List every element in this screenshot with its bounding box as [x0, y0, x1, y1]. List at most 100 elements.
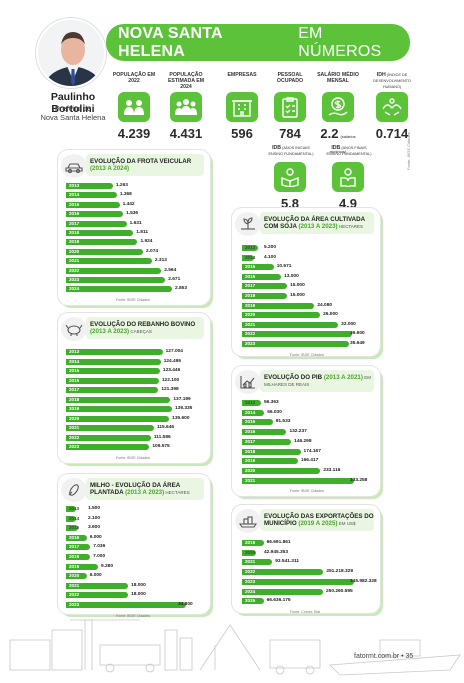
side-source: Fonte: IBGE Cidades	[406, 132, 411, 170]
bar-value-label: 4.100	[264, 254, 277, 260]
bar-category-label: 2023	[69, 277, 80, 282]
book-icon	[332, 162, 364, 192]
bar	[66, 415, 170, 422]
chart-icon	[235, 370, 261, 394]
bar-row: 2013 1.263	[66, 183, 208, 189]
bar	[242, 312, 321, 319]
bar-category-label: 2020	[69, 415, 80, 421]
bar-category-label: 2021	[245, 477, 256, 483]
bar-row: 2014 1.368	[66, 192, 208, 199]
bar-row: 2021 93.541.311	[242, 559, 380, 566]
bar-category-label: 2023	[245, 341, 256, 346]
bar-row: 2023 34.800	[66, 602, 208, 608]
bar-row: 2019 1.924	[66, 239, 208, 246]
mayor-role: Prefeito de Nova Santa Helena	[30, 104, 116, 122]
bar-row: 2013 5.200	[242, 245, 380, 251]
bar-value-label: 122.100	[161, 377, 180, 383]
bar-value-label: 250.260.595	[326, 588, 353, 594]
bar-category-label: 2017	[69, 387, 80, 392]
bar-value-label: 18.000	[131, 592, 146, 598]
bar-category-label: 2023	[245, 578, 256, 584]
bar	[66, 406, 172, 412]
stat-value-4: 2.2 (salários mínimos)	[314, 126, 362, 156]
bar	[242, 569, 324, 576]
bar	[66, 425, 154, 431]
chart-icon	[61, 478, 87, 502]
bar-value-label: 1.500	[88, 506, 101, 511]
bar-category-label: 2013	[69, 183, 80, 188]
bar	[242, 438, 292, 445]
stat-label-text: IDH	[376, 72, 386, 78]
stat-value-5: 0.714	[368, 126, 416, 141]
stat-value-text: 784	[279, 126, 301, 141]
stat-label-text: EMPRESAS	[227, 72, 257, 78]
bar-row: 2020 42.945.353	[242, 549, 380, 556]
bar-row: 2018 174.167	[242, 448, 380, 455]
bar-value-label: 123.446	[162, 368, 181, 373]
bar-value-label: 2.313	[154, 258, 167, 264]
bar-value-label: 3.600	[88, 525, 101, 531]
footer-site: fatormt.com.br	[354, 653, 400, 660]
bar-row: 2013 56.363	[242, 400, 380, 406]
stat-value-0: 4.239	[110, 126, 158, 141]
chart-subtitle: (2013 A 2023)	[90, 328, 130, 335]
bar-category-label: 2021	[69, 425, 80, 430]
bar	[66, 358, 161, 365]
bar-value-label: 233.116	[323, 467, 341, 473]
bar-value-label: 333.258	[350, 477, 368, 483]
stat-label-5: IDH (ÍNDICE DE DESENVOLVIMENTO HUMANO)	[368, 72, 416, 90]
chart-icon	[61, 154, 87, 178]
bar-row: 2019 9.280	[66, 563, 208, 570]
bar	[242, 559, 273, 566]
bar-value-label: 132.237	[289, 429, 307, 435]
bar	[242, 273, 282, 280]
bar-row: 2016 6.000	[66, 534, 208, 541]
bar-value-label: 2.564	[164, 267, 177, 273]
chart-header	[260, 509, 374, 531]
chart-icon	[235, 212, 261, 236]
ideb-value-1: 4.9	[338, 196, 358, 211]
stat-value-1: 4.431	[162, 126, 210, 141]
bar-row: 2020 135.600	[66, 415, 208, 422]
stat-label-suffix: (ÍNDICE DE DESENVOLVIMENTO HUMANO)	[373, 73, 411, 89]
bar	[66, 258, 152, 265]
bar-value-label: 1.631	[129, 220, 142, 226]
bar-category-label: 2022	[69, 267, 80, 273]
bar	[242, 400, 261, 406]
bar-category-label: 2019	[245, 302, 256, 308]
bar-row: 2017 121.398	[66, 387, 208, 393]
bar-category-label: 2024	[69, 286, 80, 292]
chart-header	[86, 478, 204, 500]
chart-source: Fonte: IBGE Cidades	[116, 613, 150, 618]
chart-unit: HECTARES	[164, 490, 190, 495]
bar-row: 2020 6.000	[66, 573, 208, 580]
bar-category-label: 2018	[69, 230, 80, 235]
bar-row: 2017 15.000	[242, 283, 380, 290]
chart-source: Fonte: Comex Stat	[290, 609, 320, 614]
bar	[242, 409, 265, 416]
bar-category-label: 2015	[245, 264, 256, 270]
ideb-label-text: IDB	[272, 145, 282, 151]
bar-row: 2016 132.237	[242, 429, 380, 436]
stat-label-text: POPULAÇÃO ESTIMADA EM 2024	[167, 72, 205, 90]
bar-row: 2013 127.004	[66, 349, 208, 355]
bar-value-label: 124.495	[163, 358, 182, 364]
bar-row: 2019 66.691.861	[242, 540, 380, 546]
bar-category-label: 2019	[69, 563, 80, 569]
bar-value-label: 24.080	[317, 302, 333, 308]
bar	[66, 387, 159, 393]
bar	[242, 283, 288, 290]
chart-icon	[61, 317, 87, 341]
bar-row: 2019 139.335	[66, 406, 208, 412]
bar-category-label: 2021	[69, 582, 80, 588]
bar-value-label: 13.000	[284, 273, 299, 279]
money-icon	[322, 92, 354, 122]
bar-category-label: 2014	[245, 254, 256, 260]
chart-header	[260, 370, 374, 392]
chart-unit: EM MILHARES DE REAIS	[264, 375, 371, 387]
bar-category-label: 2015	[69, 368, 80, 373]
bar	[66, 434, 151, 441]
bar-category-label: 2016	[69, 211, 80, 217]
stat-value-text: 0.714	[375, 126, 409, 141]
bar-category-label: 2020	[245, 549, 256, 555]
